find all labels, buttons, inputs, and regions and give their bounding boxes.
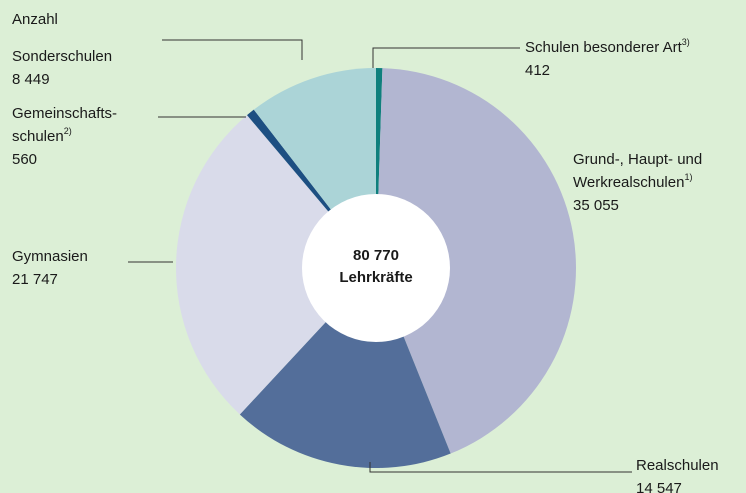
slice <box>175 115 376 415</box>
slice-label: Sonderschulen <box>12 48 112 65</box>
center-label: Lehrkräfte <box>339 269 412 286</box>
slice-label: Gymnasien <box>12 248 88 265</box>
total-label: 80 770 <box>353 247 399 264</box>
value-label: 14 547 <box>636 480 682 493</box>
slice-label: Grund-, Haupt- und <box>573 151 702 168</box>
value-label: 560 <box>12 151 37 168</box>
leader-line <box>372 47 520 68</box>
slice-label-text: Sonderschulen <box>12 48 112 65</box>
leader-line <box>162 39 303 60</box>
slice-label: schulen2) <box>12 126 72 145</box>
footnote: 2) <box>64 126 72 136</box>
slice-label-text: Gymnasien <box>12 248 88 265</box>
slice <box>376 68 576 454</box>
slice-label-text: Realschulen <box>636 457 719 474</box>
leader-line <box>369 462 632 473</box>
slice-label-text: Schulen besonderer Art <box>525 39 683 56</box>
value-label: 412 <box>525 62 550 79</box>
slice-label-text: Grund-, Haupt- und <box>573 151 702 168</box>
center-hole <box>302 194 450 342</box>
slice-label: Schulen besonderer Art3) <box>525 37 690 56</box>
value-label: 8 449 <box>12 71 50 88</box>
slice-label-text: schulen <box>12 128 64 145</box>
slice-label-text: Werkrealschulen <box>573 174 684 191</box>
slice-label: Gemeinschafts- <box>12 105 117 122</box>
slice-label: Realschulen <box>636 457 719 474</box>
slice-label: Werkrealschulen1) <box>573 172 692 191</box>
chart-title: Anzahl <box>12 11 58 28</box>
value-label: 21 747 <box>12 271 58 288</box>
slice <box>239 268 451 468</box>
footnote: 3) <box>682 37 690 47</box>
slice-label-text: Gemeinschafts- <box>12 105 117 122</box>
footnote: 1) <box>684 172 692 182</box>
value-label: 35 055 <box>573 197 619 214</box>
